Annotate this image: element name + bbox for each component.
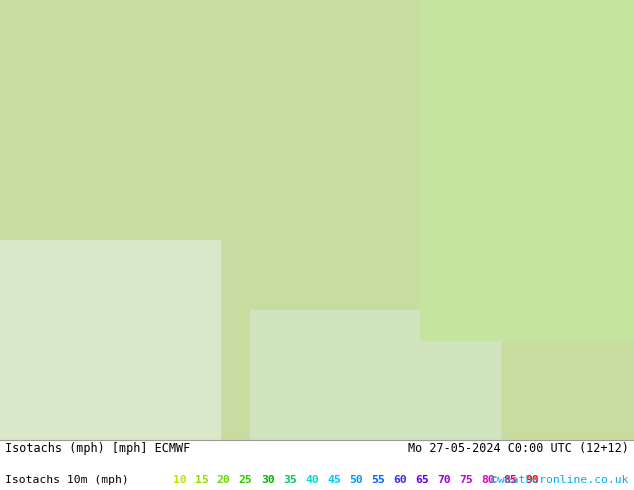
Text: 75: 75 bbox=[460, 475, 473, 485]
Bar bbox=[420, 0, 634, 340]
Text: 45: 45 bbox=[327, 475, 341, 485]
Text: 55: 55 bbox=[371, 475, 385, 485]
Text: 30: 30 bbox=[261, 475, 275, 485]
Text: ©weatheronline.co.uk: ©weatheronline.co.uk bbox=[491, 475, 629, 485]
Text: 65: 65 bbox=[415, 475, 429, 485]
Bar bbox=[250, 310, 500, 440]
Text: 85: 85 bbox=[503, 475, 517, 485]
Text: 50: 50 bbox=[349, 475, 363, 485]
Text: Isotachs (mph) [mph] ECMWF: Isotachs (mph) [mph] ECMWF bbox=[5, 442, 190, 455]
Text: Mo 27-05-2024 C0:00 UTC (12+12): Mo 27-05-2024 C0:00 UTC (12+12) bbox=[408, 442, 629, 455]
Text: Isotachs 10m (mph): Isotachs 10m (mph) bbox=[5, 475, 129, 485]
Text: 20: 20 bbox=[217, 475, 230, 485]
Text: 90: 90 bbox=[526, 475, 540, 485]
Text: 25: 25 bbox=[239, 475, 252, 485]
Text: 80: 80 bbox=[482, 475, 495, 485]
Text: 10: 10 bbox=[172, 475, 186, 485]
Bar bbox=[0, 240, 220, 440]
Text: 40: 40 bbox=[305, 475, 319, 485]
Text: 60: 60 bbox=[393, 475, 407, 485]
Text: 70: 70 bbox=[437, 475, 451, 485]
Text: 15: 15 bbox=[195, 475, 209, 485]
Text: 35: 35 bbox=[283, 475, 297, 485]
